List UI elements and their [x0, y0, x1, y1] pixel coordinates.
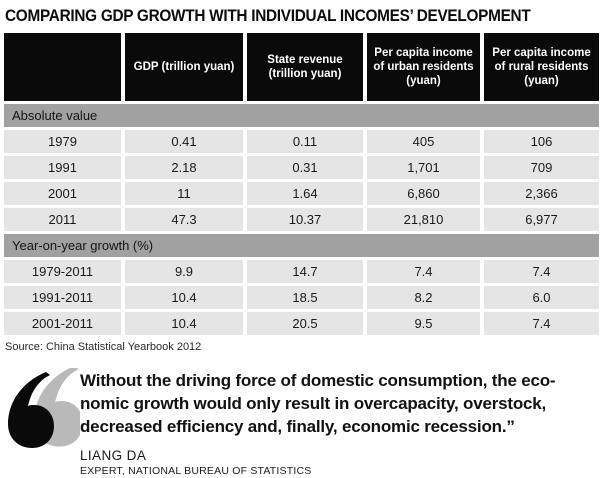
table-cell: 21,810 — [367, 208, 480, 231]
table-cell: 7.4 — [484, 312, 599, 335]
table-header-empty — [4, 33, 121, 101]
section-header-yoy-growth: Year-on-year growth (%) — [4, 234, 599, 257]
table-cell: 7.4 — [484, 260, 599, 283]
quote-line: Without the driving force of domestic co… — [80, 371, 556, 390]
table-cell: 9.5 — [367, 312, 480, 335]
table-cell: 11 — [125, 182, 243, 205]
table-cell: 10.4 — [125, 286, 243, 309]
table-cell: 14.7 — [247, 260, 363, 283]
quote-author-title: EXPERT, NATIONAL BUREAU OF STATISTICS — [80, 465, 312, 477]
table-cell: 1,701 — [367, 156, 480, 179]
table-cell: 0.11 — [247, 130, 363, 153]
table-cell: 9.9 — [125, 260, 243, 283]
quote-author: LIANG DA — [80, 448, 147, 463]
source-note: Source: China Statistical Yearbook 2012 — [5, 341, 202, 353]
table-cell: 8.2 — [367, 286, 480, 309]
table-cell: 2.18 — [125, 156, 243, 179]
page-title: COMPARING GDP GROWTH WITH INDIVIDUAL INC… — [5, 7, 531, 25]
table-header-state-revenue: State revenue (trillion yuan) — [247, 33, 363, 101]
table-cell: 6.0 — [484, 286, 599, 309]
table-cell: 0.31 — [247, 156, 363, 179]
table-cell: 20.5 — [247, 312, 363, 335]
quote-line: nomic growth would only result in overca… — [80, 394, 547, 413]
quote-line: decreased efficiency and, finally, econo… — [80, 417, 515, 436]
quote-body: Without the driving force of domestic co… — [80, 368, 556, 477]
table-header-rural-income: Per capita income of rural residents (yu… — [484, 33, 599, 101]
table-cell: 10.37 — [247, 208, 363, 231]
table-cell: 709 — [484, 156, 599, 179]
table-cell: 6,860 — [367, 182, 480, 205]
section-header-absolute-value: Absolute value — [4, 104, 599, 127]
table-cell: 0.41 — [125, 130, 243, 153]
row-label: 1991-2011 — [4, 286, 121, 309]
table-cell: 1.64 — [247, 182, 363, 205]
table-cell: 2,366 — [484, 182, 599, 205]
table-cell: 405 — [367, 130, 480, 153]
table-cell: 6,977 — [484, 208, 599, 231]
quotation-mark-icon — [6, 366, 83, 477]
table-cell: 47.3 — [125, 208, 243, 231]
row-label: 2011 — [4, 208, 121, 231]
table-cell: 106 — [484, 130, 599, 153]
table-cell: 10.4 — [125, 312, 243, 335]
row-label: 1979-2011 — [4, 260, 121, 283]
row-label: 1991 — [4, 156, 121, 179]
row-label: 2001 — [4, 182, 121, 205]
table-cell: 18.5 — [247, 286, 363, 309]
table-header-gdp: GDP (trillion yuan) — [125, 33, 243, 101]
quote-block: Without the driving force of domestic co… — [4, 366, 597, 477]
gdp-income-table: GDP (trillion yuan) State revenue (trill… — [4, 33, 599, 335]
row-label: 2001-2011 — [4, 312, 121, 335]
table-cell: 7.4 — [367, 260, 480, 283]
table-header-urban-income: Per capita income of urban residents (yu… — [367, 33, 480, 101]
quote-black-mark — [8, 372, 54, 448]
row-label: 1979 — [4, 130, 121, 153]
